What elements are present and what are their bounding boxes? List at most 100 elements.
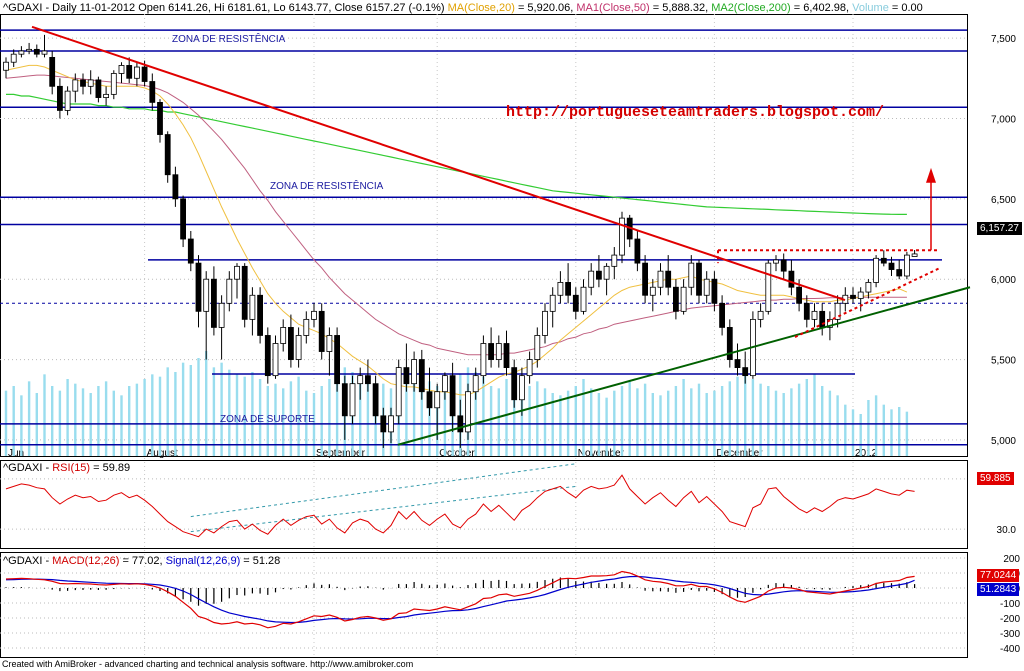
candle-body <box>57 85 63 111</box>
volume-bar <box>536 381 539 456</box>
price-tick-label: 6,500 <box>991 195 1016 206</box>
volume-bar <box>482 376 485 456</box>
zone-resistance-top-label: ZONA DE RESISTÊNCIA <box>172 34 286 45</box>
ma200-value: = 6,402.98, <box>790 2 853 14</box>
candle-body <box>203 278 210 312</box>
candle-body <box>596 270 602 280</box>
candle-body <box>311 310 317 320</box>
candle-body <box>133 66 140 79</box>
candle-body <box>49 56 56 87</box>
volume-bar <box>474 372 477 456</box>
candle-body <box>257 294 264 336</box>
volume-bar <box>297 376 300 456</box>
candle-body <box>765 262 772 312</box>
volume-bar <box>882 404 885 456</box>
candle-body <box>264 335 271 377</box>
candle-body <box>457 415 464 433</box>
volume-bar <box>728 381 731 456</box>
x-axis-month-label: August <box>147 448 178 459</box>
volume-bar <box>328 379 331 456</box>
credit-footer: Created with AmiBroker - advanced charti… <box>2 659 414 669</box>
volume-bar <box>590 388 593 456</box>
volume-bar <box>620 386 624 456</box>
volume-bar <box>51 386 54 456</box>
volume-bar <box>359 376 362 456</box>
volume-bar <box>659 395 662 456</box>
candle-body <box>904 254 910 277</box>
candle-body <box>680 286 687 312</box>
volume-bar <box>43 374 46 456</box>
volume-bar <box>135 383 139 456</box>
x-axis-month-label: Jun <box>8 448 24 459</box>
macd-tick-label: -200 <box>1000 614 1020 625</box>
volume-bar <box>128 386 131 456</box>
volume-bar <box>582 379 585 456</box>
candle-body <box>418 359 425 393</box>
candle-body <box>465 391 471 433</box>
candle-body <box>349 383 356 417</box>
volume-bar <box>282 388 285 456</box>
candle-body <box>880 257 887 264</box>
candle-body <box>72 79 79 92</box>
volume-bar <box>805 379 808 456</box>
ma20-label: MA(Close,20) <box>447 2 515 14</box>
candle-body <box>33 48 40 55</box>
volume-bar <box>643 383 647 456</box>
candle-body <box>611 254 618 267</box>
candle-body <box>603 265 610 280</box>
red-downtrend-line <box>31 25 846 302</box>
candle-body <box>380 415 387 433</box>
candle-body <box>172 174 179 200</box>
volume-bar <box>744 372 747 456</box>
candle-body <box>364 375 371 385</box>
volume-bar <box>905 411 909 456</box>
zone-resistance-mid-label: ZONA DE RESISTÊNCIA <box>270 181 384 192</box>
volume-bar <box>836 395 839 456</box>
candle-body <box>403 367 410 385</box>
volume-bar <box>489 386 493 456</box>
ma50-label: MA1(Close,50) <box>576 2 650 14</box>
volume-bar <box>751 379 755 456</box>
candle-body <box>41 50 48 55</box>
rsi-trend-upper <box>190 463 576 518</box>
candle-body <box>850 294 856 299</box>
x-axis-month-label: December <box>716 448 763 459</box>
macd-value: = 77.02, <box>119 555 166 567</box>
candle-body <box>588 270 595 288</box>
candle-body <box>572 294 579 312</box>
candle-body <box>157 102 163 135</box>
volume-label: Volume <box>852 2 889 14</box>
candle-body <box>719 302 725 328</box>
x-axis-month-label: 2012 <box>855 448 878 459</box>
volume-bar <box>628 381 631 456</box>
candle-body <box>773 259 779 264</box>
volume-bar <box>867 400 870 456</box>
price-last-tag: 6,157.27 <box>977 222 1022 235</box>
volume-bar <box>243 376 246 456</box>
candle-body <box>10 53 17 63</box>
rsi-symbol: ^GDAXI <box>3 462 43 474</box>
candle-body <box>218 302 225 328</box>
candle-body <box>519 375 525 401</box>
candle-body <box>326 335 333 352</box>
volume-bar <box>636 388 639 456</box>
candle-body <box>295 335 302 360</box>
volume-bar <box>320 386 323 456</box>
volume-bar <box>790 388 793 456</box>
candle-body <box>549 294 556 312</box>
volume-value: = 0.00 <box>888 2 923 14</box>
candle-body <box>241 265 248 320</box>
volume-bar <box>220 362 223 456</box>
candle-body <box>657 270 664 288</box>
candle-body <box>580 286 587 312</box>
volume-bar <box>143 379 146 456</box>
signal-last-tag: 51.2843 <box>977 583 1020 596</box>
volume-bar <box>720 386 724 456</box>
volume-bar <box>797 383 801 456</box>
candle-body <box>703 278 710 296</box>
ma20-value: = 5,920.06, <box>514 2 577 14</box>
candle-body <box>696 262 702 296</box>
volume-bar <box>420 376 423 456</box>
volume-bar <box>120 395 123 456</box>
